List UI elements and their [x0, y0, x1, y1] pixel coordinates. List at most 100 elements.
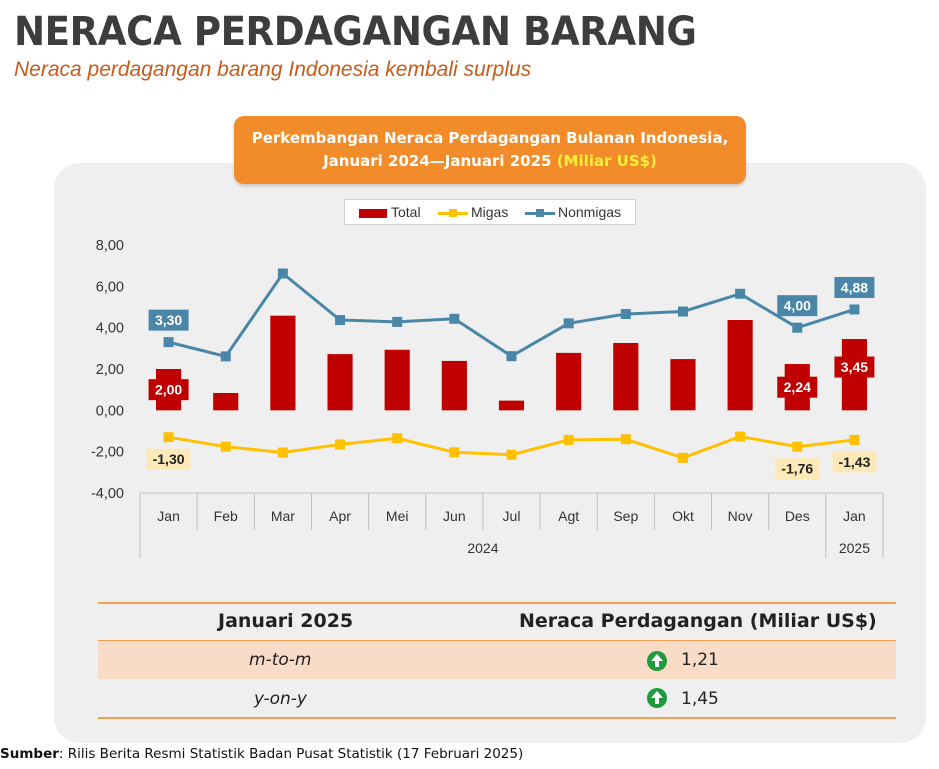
bar-total	[556, 352, 582, 411]
migas-point	[735, 431, 746, 442]
table-row-label: m-to-m	[249, 650, 312, 670]
nonmigas-point	[563, 318, 574, 329]
bar-total	[613, 342, 639, 411]
data-label-box	[146, 448, 191, 470]
nonmigas-point	[677, 306, 688, 317]
bar-total	[213, 392, 239, 411]
data-label: 2,00	[155, 382, 182, 398]
nonmigas-point	[220, 351, 231, 362]
x-tick-label: Sep	[613, 508, 638, 524]
nonmigas-point	[335, 315, 346, 326]
bar-total	[384, 349, 410, 411]
migas-point	[220, 441, 231, 452]
migas-point	[506, 449, 517, 460]
data-label: 4,88	[841, 279, 868, 295]
source-note: Sumber: Rilis Berita Resmi Statistik Bad…	[0, 746, 523, 762]
legend-label-migas: Migas	[471, 204, 509, 220]
table-row-value: 1,45	[681, 689, 719, 709]
legend-swatch-migas	[438, 208, 468, 218]
data-label-box	[148, 379, 189, 401]
nonmigas-point	[620, 309, 631, 320]
legend-item-nonmigas: Nonmigas	[525, 204, 621, 220]
migas-point	[449, 447, 460, 458]
y-tick-label: -4,00	[91, 486, 124, 502]
legend-label-nonmigas: Nonmigas	[558, 204, 622, 220]
x-tick-label: Des	[785, 508, 810, 524]
y-tick-label: 8,00	[96, 238, 124, 254]
data-label-box	[777, 376, 818, 398]
x-tick-label: Apr	[329, 508, 351, 524]
migas-point	[849, 434, 860, 445]
nonmigas-point	[792, 322, 803, 333]
page-title: NERACA PERDAGANGAN BARANG	[14, 9, 697, 55]
bar-total	[270, 315, 296, 411]
data-label-box	[832, 451, 877, 473]
chart-title-banner: Perkembangan Neraca Perdagangan Bulanan …	[234, 116, 746, 184]
migas-point	[163, 432, 174, 443]
source-text: : Rilis Berita Resmi Statistik Badan Pus…	[58, 746, 524, 762]
x-tick-label: Okt	[672, 508, 694, 524]
migas-point	[563, 434, 574, 445]
chart-legend: Total Migas Nonmigas	[344, 199, 636, 225]
chart-title-line2: Januari 2024—Januari 2025	[323, 152, 552, 170]
bar-total	[727, 320, 753, 411]
legend-swatch-total	[359, 208, 387, 218]
table-header-period: Januari 2025	[218, 610, 354, 632]
data-label: 3,30	[155, 312, 182, 328]
nonmigas-point	[163, 337, 174, 348]
nonmigas-point	[849, 304, 860, 315]
data-label: 4,00	[784, 298, 811, 314]
data-label: -1,76	[781, 461, 813, 477]
nonmigas-point	[277, 268, 288, 279]
x-tick-label: Mar	[271, 508, 295, 524]
x-tick-label: Jan	[843, 508, 866, 524]
migas-point	[277, 447, 288, 458]
y-tick-label: 4,00	[96, 321, 124, 337]
nonmigas-point	[449, 313, 460, 324]
data-label-box	[777, 295, 818, 317]
migas-point	[677, 452, 688, 463]
chart-unit: (Miliar US$)	[556, 152, 657, 170]
legend-label-total: Total	[391, 204, 421, 220]
arrow-up-icon	[647, 651, 667, 671]
data-label-box	[834, 276, 875, 298]
data-label-box	[148, 309, 189, 331]
x-tick-label: Agt	[558, 508, 579, 524]
nonmigas-point	[735, 288, 746, 299]
bar-total	[670, 359, 696, 411]
x-tick-label: Nov	[728, 508, 753, 524]
y-tick-label: -2,00	[91, 445, 124, 461]
table-top-rule	[98, 602, 896, 604]
legend-item-migas: Migas	[438, 204, 508, 220]
migas-point	[792, 441, 803, 452]
table-header-balance: Neraca Perdagangan (Miliar US$)	[519, 610, 877, 632]
data-label: -1,30	[153, 451, 185, 467]
legend-item-total: Total	[359, 204, 421, 220]
nonmigas-point	[392, 316, 403, 327]
page-subtitle: Neraca perdagangan barang Indonesia kemb…	[14, 58, 532, 81]
data-label-box	[775, 458, 820, 480]
x-tick-label: Feb	[214, 508, 238, 524]
table-row-value: 1,21	[681, 650, 719, 670]
migas-point	[620, 434, 631, 445]
x-year-label: 2025	[839, 540, 870, 556]
data-label: -1,43	[838, 454, 870, 470]
nonmigas-point	[506, 351, 517, 362]
x-tick-label: Mei	[386, 508, 409, 524]
table-row-label: y-on-y	[254, 689, 307, 709]
migas-point	[335, 439, 346, 450]
arrow-up-icon	[647, 688, 667, 708]
table-bottom-rule	[98, 717, 896, 719]
bar-total	[327, 354, 353, 411]
x-year-label: 2024	[467, 540, 498, 556]
x-tick-label: Jul	[503, 508, 521, 524]
x-tick-label: Jan	[157, 508, 180, 524]
y-tick-label: 2,00	[96, 362, 124, 378]
data-label: 2,24	[784, 379, 811, 395]
chart-title-line1: Perkembangan Neraca Perdagangan Bulanan …	[251, 129, 729, 147]
table-row-highlight	[98, 641, 896, 679]
migas-point	[392, 433, 403, 444]
y-tick-label: 0,00	[96, 403, 124, 419]
source-label: Sumber	[0, 746, 59, 762]
